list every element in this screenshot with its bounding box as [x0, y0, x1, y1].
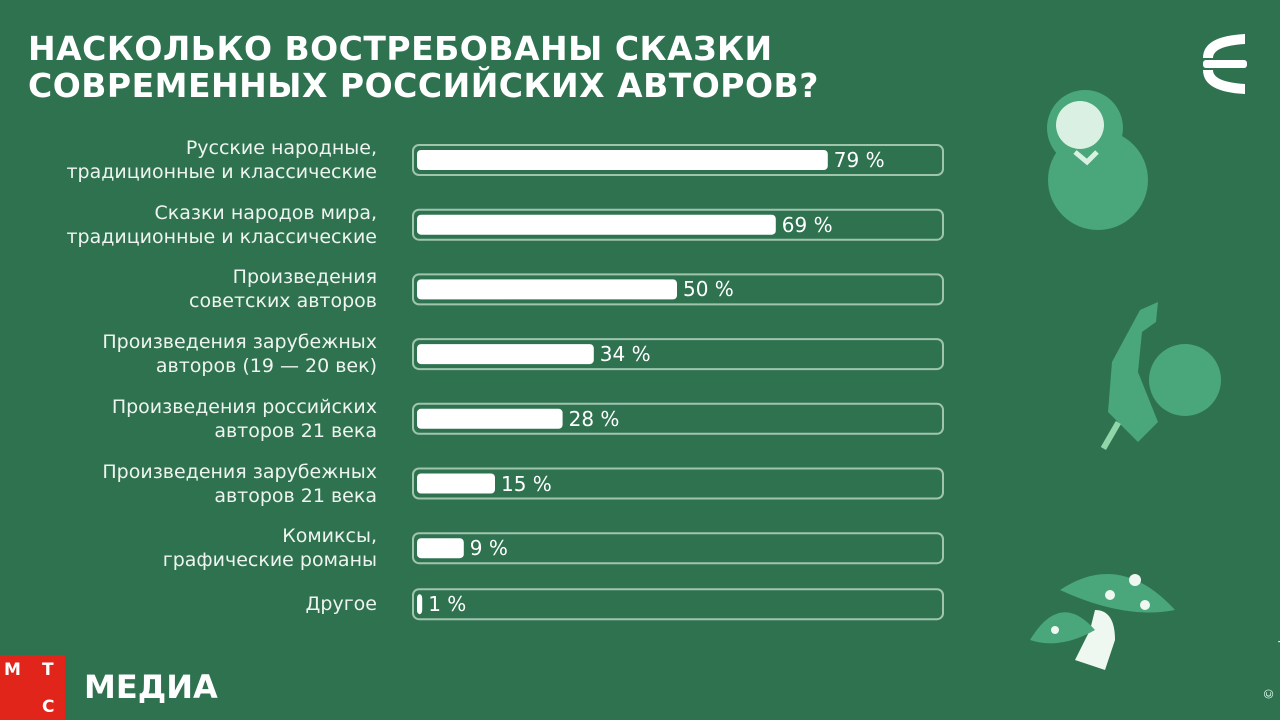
- bar-track: [412, 338, 944, 371]
- bar: [417, 538, 464, 559]
- value-label: 79 %: [833, 148, 885, 172]
- bar: [417, 594, 423, 615]
- matryoshka: [1047, 90, 1148, 230]
- logo-box: [0, 655, 65, 720]
- rooster: [1100, 302, 1221, 450]
- bar-track: [412, 273, 944, 306]
- bar-track: [412, 467, 944, 500]
- value-label: 28 %: [568, 406, 620, 431]
- brand-name: МЕДИА: [84, 668, 218, 706]
- logo-letter: М: [4, 660, 21, 680]
- logo-letter: С: [42, 697, 55, 717]
- category-label: Другое: [305, 593, 377, 616]
- bar-track: [412, 208, 944, 241]
- category-label: Произведения зарубежных авторов 21 века: [102, 460, 377, 507]
- logo: [1203, 34, 1247, 94]
- logo-letter: Т: [42, 660, 54, 680]
- bar-track: [412, 588, 944, 621]
- category-label: Произведения зарубежных авторов (19 — 20…: [102, 331, 377, 378]
- value-label: 9 %: [469, 536, 508, 561]
- bar: [417, 214, 776, 235]
- value-label: 1 %: [428, 592, 467, 617]
- bar: [417, 408, 563, 429]
- bar-track: [412, 532, 944, 565]
- value-label: 15 %: [501, 471, 552, 496]
- category-label: Комиксы, графические романы: [162, 525, 377, 572]
- bar-track: [412, 402, 944, 435]
- category-label: Русские народные, традиционные и классич…: [66, 137, 377, 183]
- value-label: 69 %: [781, 212, 833, 237]
- bar: [417, 279, 677, 300]
- bar: [417, 344, 594, 365]
- bar-track: [412, 144, 944, 176]
- chart-title: НАСКОЛЬКО ВОСТРЕБОВАНЫ СКАЗКИ СОВРЕМЕННЫ…: [28, 29, 819, 105]
- bar: [417, 473, 495, 494]
- source: © nazaccent.ru: [1262, 622, 1280, 700]
- mushrooms: [1030, 574, 1175, 670]
- value-label: 34 %: [599, 342, 651, 367]
- value-label: 50 %: [683, 277, 734, 302]
- bar: [417, 150, 828, 170]
- category-label: Сказки народов мира, традиционные и клас…: [66, 201, 377, 248]
- category-label: Произведения российских авторов 21 века: [111, 395, 377, 442]
- category-label: Произведения советских авторов: [189, 266, 377, 313]
